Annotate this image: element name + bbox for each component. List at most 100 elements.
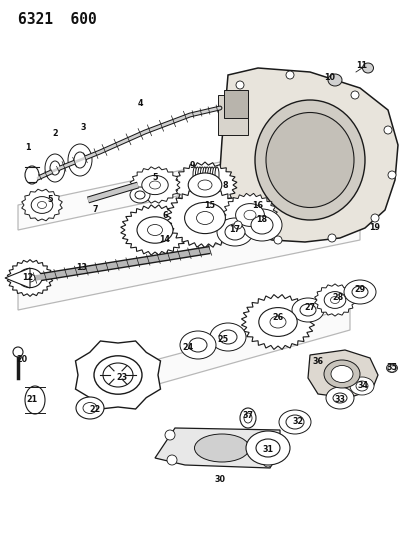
Text: 10: 10 bbox=[324, 74, 335, 83]
Text: 4: 4 bbox=[137, 99, 143, 108]
Circle shape bbox=[351, 91, 359, 99]
Ellipse shape bbox=[266, 112, 354, 207]
Polygon shape bbox=[220, 68, 398, 242]
Text: 16: 16 bbox=[253, 200, 264, 209]
Ellipse shape bbox=[197, 212, 213, 224]
Ellipse shape bbox=[292, 298, 324, 322]
Ellipse shape bbox=[279, 410, 311, 434]
Ellipse shape bbox=[200, 167, 204, 183]
Ellipse shape bbox=[350, 377, 374, 395]
Ellipse shape bbox=[68, 144, 92, 176]
Ellipse shape bbox=[83, 402, 97, 414]
Polygon shape bbox=[121, 205, 189, 255]
Ellipse shape bbox=[215, 167, 219, 183]
Ellipse shape bbox=[331, 366, 353, 383]
Ellipse shape bbox=[300, 304, 316, 316]
Ellipse shape bbox=[38, 201, 47, 208]
Polygon shape bbox=[5, 268, 30, 288]
Circle shape bbox=[328, 234, 336, 242]
Circle shape bbox=[388, 171, 396, 179]
Ellipse shape bbox=[184, 203, 225, 233]
Ellipse shape bbox=[352, 286, 368, 298]
Ellipse shape bbox=[255, 100, 365, 220]
Ellipse shape bbox=[244, 413, 252, 423]
Ellipse shape bbox=[324, 360, 360, 388]
Text: 25: 25 bbox=[217, 335, 228, 344]
Polygon shape bbox=[166, 188, 244, 248]
Ellipse shape bbox=[259, 308, 297, 336]
Circle shape bbox=[236, 81, 244, 89]
Ellipse shape bbox=[108, 367, 128, 383]
Ellipse shape bbox=[195, 434, 250, 462]
Ellipse shape bbox=[270, 316, 286, 328]
Ellipse shape bbox=[242, 209, 282, 241]
Circle shape bbox=[274, 236, 282, 244]
Text: 20: 20 bbox=[16, 356, 28, 365]
Ellipse shape bbox=[251, 216, 273, 234]
Polygon shape bbox=[75, 341, 160, 409]
Polygon shape bbox=[7, 260, 53, 296]
Ellipse shape bbox=[25, 274, 35, 282]
Text: 24: 24 bbox=[182, 343, 193, 352]
Ellipse shape bbox=[50, 161, 60, 175]
Text: 34: 34 bbox=[357, 381, 368, 390]
Ellipse shape bbox=[225, 224, 245, 240]
Ellipse shape bbox=[210, 323, 246, 351]
FancyBboxPatch shape bbox=[224, 90, 248, 118]
Ellipse shape bbox=[333, 393, 347, 403]
Text: 36: 36 bbox=[313, 358, 324, 367]
Polygon shape bbox=[18, 215, 360, 310]
Text: 15: 15 bbox=[204, 200, 215, 209]
Text: 29: 29 bbox=[355, 286, 366, 295]
Ellipse shape bbox=[103, 363, 133, 387]
Polygon shape bbox=[18, 145, 300, 230]
Ellipse shape bbox=[25, 386, 45, 414]
Polygon shape bbox=[173, 162, 237, 208]
Ellipse shape bbox=[76, 397, 104, 419]
Ellipse shape bbox=[189, 338, 207, 352]
Text: 35: 35 bbox=[386, 364, 397, 373]
Text: 11: 11 bbox=[357, 61, 368, 69]
Ellipse shape bbox=[246, 431, 290, 465]
Ellipse shape bbox=[386, 364, 397, 373]
Text: 23: 23 bbox=[116, 374, 128, 383]
Ellipse shape bbox=[240, 408, 256, 428]
Text: 1: 1 bbox=[25, 143, 31, 152]
Ellipse shape bbox=[135, 191, 145, 199]
Ellipse shape bbox=[362, 63, 373, 73]
Text: 30: 30 bbox=[215, 475, 226, 484]
Polygon shape bbox=[308, 350, 378, 398]
Polygon shape bbox=[130, 167, 180, 203]
Text: 37: 37 bbox=[242, 410, 253, 419]
Ellipse shape bbox=[148, 224, 162, 236]
Text: 28: 28 bbox=[333, 294, 344, 303]
Text: 5: 5 bbox=[47, 196, 53, 205]
Ellipse shape bbox=[180, 331, 216, 359]
Circle shape bbox=[13, 347, 23, 357]
Text: 31: 31 bbox=[262, 446, 273, 455]
Text: 22: 22 bbox=[89, 406, 101, 415]
Circle shape bbox=[165, 430, 175, 440]
Ellipse shape bbox=[18, 269, 42, 288]
Text: 6321  600: 6321 600 bbox=[18, 12, 97, 27]
Ellipse shape bbox=[137, 217, 173, 243]
Ellipse shape bbox=[198, 180, 212, 190]
Ellipse shape bbox=[193, 167, 197, 183]
Circle shape bbox=[167, 455, 177, 465]
Ellipse shape bbox=[31, 197, 53, 213]
Ellipse shape bbox=[130, 187, 150, 203]
Text: 21: 21 bbox=[27, 395, 38, 405]
Ellipse shape bbox=[213, 167, 217, 183]
Ellipse shape bbox=[235, 204, 264, 227]
Ellipse shape bbox=[330, 296, 339, 303]
Text: 17: 17 bbox=[229, 225, 240, 235]
Ellipse shape bbox=[217, 218, 253, 246]
Ellipse shape bbox=[198, 167, 202, 183]
Circle shape bbox=[388, 364, 396, 372]
Ellipse shape bbox=[210, 167, 214, 183]
Ellipse shape bbox=[205, 167, 209, 183]
Circle shape bbox=[265, 433, 275, 443]
Ellipse shape bbox=[45, 154, 65, 182]
Ellipse shape bbox=[328, 74, 342, 86]
Text: 12: 12 bbox=[22, 273, 33, 282]
